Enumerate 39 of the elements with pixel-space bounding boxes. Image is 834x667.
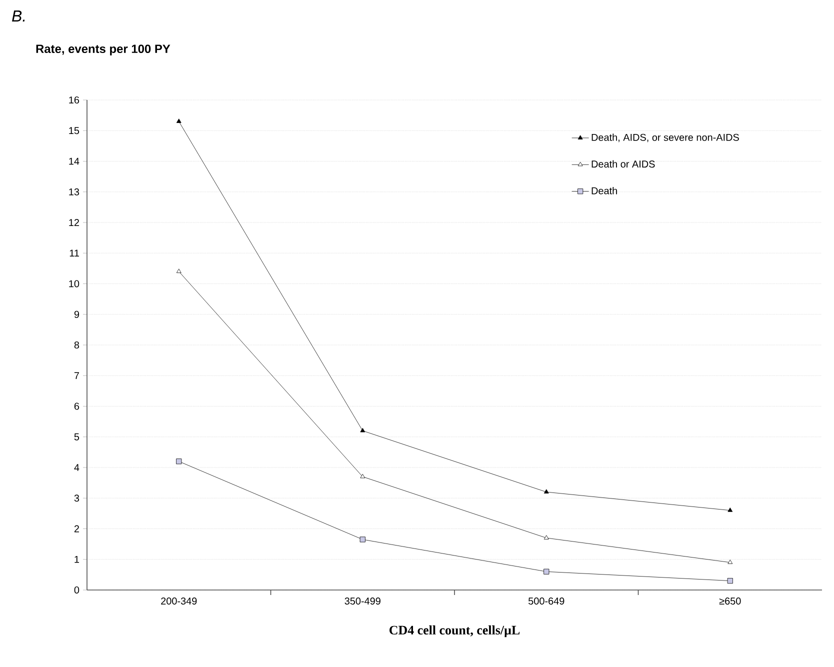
y-axis-title: Rate, events per 100 PY bbox=[36, 44, 170, 56]
y-tick-label: 4 bbox=[74, 464, 80, 471]
point bbox=[360, 428, 366, 432]
y-tick-label: 2 bbox=[74, 525, 79, 532]
point bbox=[176, 458, 182, 464]
y-tick-label: 7 bbox=[74, 372, 79, 380]
y-tick-label: 1 bbox=[74, 556, 80, 563]
point bbox=[176, 268, 182, 273]
point bbox=[544, 568, 550, 574]
y-tick-label: 16 bbox=[69, 96, 80, 104]
y-tick-label: 14 bbox=[69, 158, 80, 165]
point bbox=[360, 474, 366, 478]
legend-label: Death bbox=[592, 186, 617, 194]
y-tick-label: 5 bbox=[74, 433, 80, 440]
point bbox=[360, 536, 366, 542]
point bbox=[728, 560, 733, 564]
y-tick-label: 11 bbox=[70, 250, 80, 257]
text: B. bbox=[12, 10, 25, 22]
x-tick-label: 350-499 bbox=[344, 598, 380, 605]
point bbox=[544, 489, 549, 494]
y-tick-label: 10 bbox=[69, 280, 80, 288]
x-tick-label: ≥650 bbox=[719, 598, 741, 605]
point bbox=[176, 118, 182, 123]
point bbox=[544, 535, 549, 540]
legend-label: Death, AIDS, or severe non-AIDS bbox=[592, 134, 739, 142]
y-tick-label: 6 bbox=[74, 402, 80, 410]
y-tick-label: 3 bbox=[74, 494, 80, 502]
legend-label: Death or AIDS bbox=[592, 160, 655, 168]
y-tick-label: 0 bbox=[74, 586, 80, 594]
y-tick-label: 13 bbox=[69, 188, 80, 196]
point bbox=[727, 578, 733, 584]
x-tick-label: 200-349 bbox=[161, 598, 197, 605]
point bbox=[728, 508, 733, 512]
y-tick-label: 9 bbox=[74, 310, 80, 318]
y-tick-label: 12 bbox=[69, 219, 79, 226]
x-tick-label: 500-649 bbox=[528, 598, 564, 605]
x-axis-title: CD4 cell count, cells/µL bbox=[390, 625, 520, 638]
y-tick-label: 8 bbox=[74, 341, 80, 349]
y-tick-label: 15 bbox=[69, 127, 80, 134]
